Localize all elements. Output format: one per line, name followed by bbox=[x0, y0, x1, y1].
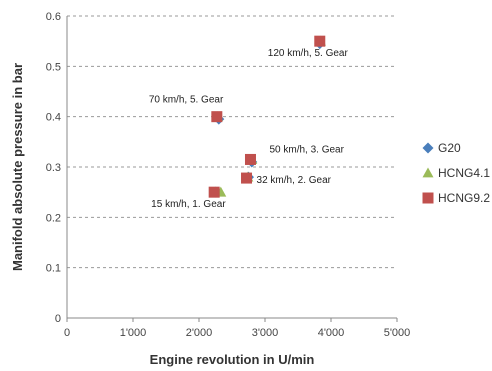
data-point bbox=[211, 111, 223, 123]
y-tick-label: 0.3 bbox=[46, 162, 61, 174]
legend-marker bbox=[422, 142, 434, 154]
x-tick-label: 5'000 bbox=[384, 327, 411, 339]
y-tick-label: 0.5 bbox=[46, 61, 61, 73]
x-tick-labels: 0 1'000 2'000 3'000 4'000 5'000 bbox=[64, 327, 410, 339]
annotation-label: 120 km/h, 5. Gear bbox=[268, 48, 349, 59]
y-tick-label: 0.2 bbox=[46, 212, 61, 224]
legend-marker bbox=[422, 192, 434, 204]
legend-label: HCNG4.1 bbox=[438, 166, 490, 180]
x-tick-label: 4'000 bbox=[318, 327, 345, 339]
legend-label: HCNG9.2 bbox=[438, 191, 490, 205]
data-point bbox=[314, 35, 326, 47]
data-points bbox=[208, 35, 326, 198]
annotation-label: 50 km/h, 3. Gear bbox=[269, 144, 344, 155]
legend: G20 HCNG4.1 HCNG9.2 bbox=[422, 141, 490, 205]
y-tick-label: 0.1 bbox=[46, 263, 61, 275]
x-tick-label: 2'000 bbox=[186, 327, 213, 339]
x-tick-label: 0 bbox=[64, 327, 70, 339]
legend-label: G20 bbox=[438, 141, 461, 155]
annotation-label: 15 km/h, 1. Gear bbox=[151, 199, 226, 210]
data-point bbox=[208, 186, 220, 198]
annotation-label: 70 km/h, 5. Gear bbox=[149, 95, 224, 106]
data-point bbox=[241, 172, 253, 184]
data-point bbox=[244, 153, 256, 165]
gridlines bbox=[67, 15, 397, 269]
legend-marker bbox=[422, 167, 434, 178]
y-axis-title: Manifold absolute pressure in bar bbox=[10, 63, 25, 271]
x-tick-label: 1'000 bbox=[120, 327, 147, 339]
y-tick-label: 0 bbox=[55, 313, 61, 325]
y-tick-label: 0.6 bbox=[46, 11, 61, 23]
x-axis-title: Engine revolution in U/min bbox=[150, 352, 315, 367]
x-tick-label: 3'000 bbox=[252, 327, 279, 339]
y-tick-label: 0.4 bbox=[46, 112, 61, 124]
point-annotations: 120 km/h, 5. Gear 70 km/h, 5. Gear 50 km/h… bbox=[149, 48, 349, 210]
axes bbox=[66, 16, 398, 322]
annotation-label: 32 km/h, 2. Gear bbox=[257, 175, 332, 186]
y-tick-labels: 0 0.1 0.2 0.3 0.4 0.5 0.6 bbox=[46, 11, 61, 325]
